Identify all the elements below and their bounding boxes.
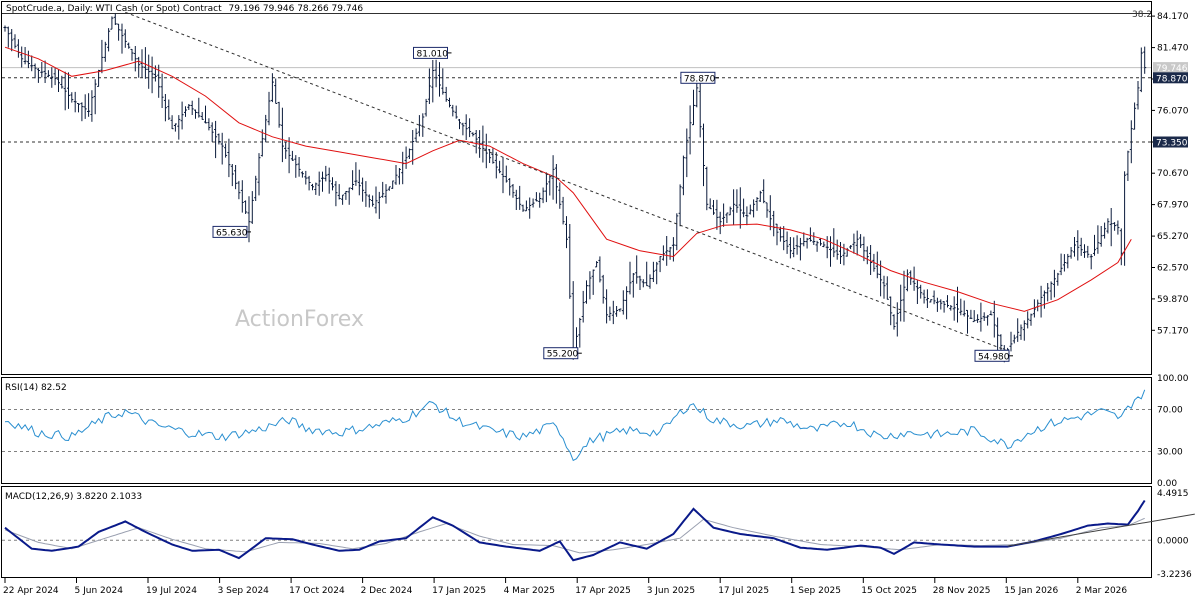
xtick-label: 3 Jun 2025 [647, 586, 695, 596]
macd-line [4, 499, 1146, 562]
annotation-label: 54.980 [978, 352, 1010, 362]
xtick-label: 19 Jul 2024 [146, 586, 197, 596]
price-ytick-label: 70.670 [1157, 169, 1189, 179]
xtick-label: 17 Jan 2025 [432, 586, 486, 596]
macd-series [2, 499, 1195, 562]
xtick-label: 5 Jun 2024 [75, 586, 124, 596]
price-tag [1153, 136, 1188, 148]
price-tag [1153, 62, 1188, 74]
reference-lines [2, 13, 1151, 143]
annotation-label: 78.870 [684, 74, 716, 84]
annotation-label: 81.010 [417, 49, 449, 59]
price-ytick-label: 84.170 [1157, 12, 1189, 22]
rsi-line [4, 389, 1146, 462]
annotation-box [680, 71, 716, 84]
annotation-box [543, 347, 579, 360]
macd-ytick-label: 4.4915 [1157, 489, 1189, 499]
instrument-description: WTI Cash (or Spot) Contract [95, 4, 222, 14]
watermark: ActionForex [235, 307, 364, 332]
moving-average-line [4, 46, 1132, 312]
rsi-ytick-label: 0.00 [1157, 479, 1177, 489]
xtick-label: 22 Apr 2024 [3, 586, 59, 596]
price-ytick-label: 59.870 [1157, 295, 1189, 305]
xtick-label: 17 Apr 2025 [575, 586, 631, 596]
price-panel-frame [1, 1, 1152, 375]
macd-panel-frame [1, 486, 1152, 578]
xtick-label: 1 Sep 2025 [790, 586, 841, 596]
macd-ytick-label: -3.2236 [1157, 570, 1192, 580]
xtick-label: 2 Mar 2026 [1076, 586, 1128, 596]
rsi-title: RSI(14) 82.52 [5, 383, 67, 393]
xtick-label: 2 Dec 2024 [361, 586, 413, 596]
price-bars [3, 13, 1147, 363]
macd-trendline [1007, 513, 1195, 547]
price-ytick-label: 65.270 [1157, 232, 1189, 242]
price-ytick-label: 81.470 [1157, 44, 1189, 54]
xtick-label: 17 Oct 2024 [289, 586, 345, 596]
annotation-box [974, 349, 1010, 362]
symbol-label: SpotCrude.a, Daily: [6, 4, 93, 14]
price-tag-label: 79.746 [1156, 64, 1188, 74]
xtick-label: 15 Jan 2026 [1004, 586, 1058, 596]
annotation-label: 65.630 [216, 228, 248, 238]
price-ytick-label: 67.970 [1157, 201, 1189, 211]
price-ytick-label: 57.170 [1157, 326, 1189, 336]
annotation-box [413, 46, 448, 59]
xtick-label: 4 Mar 2025 [504, 586, 555, 596]
rsi-series [2, 389, 1151, 462]
price-ytick-label: 76.070 [1157, 106, 1189, 116]
macd-title: MACD(12,26,9) 3.8220 2.1033 [5, 492, 142, 502]
top-right-value: 38.2 [1132, 10, 1152, 20]
rsi-ytick-label: 70.00 [1157, 406, 1183, 416]
rsi-ytick-label: 30.00 [1157, 448, 1183, 458]
macd-ytick-label: 0.0000 [1157, 536, 1189, 546]
annotation-box [212, 225, 248, 238]
rsi-panel-frame [1, 377, 1152, 484]
price-tag-label: 73.350 [1156, 139, 1188, 149]
ohlc-values: 79.196 79.946 78.266 79.746 [228, 4, 364, 14]
xtick-label: 17 Jul 2025 [718, 586, 769, 596]
price-ytick-label: 62.570 [1157, 264, 1189, 274]
xtick-label: 3 Sep 2024 [218, 586, 270, 596]
price-overlays: 81.010 78.870 65.630 55.200 54.980 [4, 11, 1132, 362]
axes-labels: 84.17081.47078.77076.07073.35070.67067.9… [3, 12, 1192, 596]
rsi-ytick-label: 100.00 [1157, 374, 1189, 384]
price-trendline [125, 11, 1008, 352]
annotation-label: 55.200 [547, 350, 579, 360]
price-tag-label: 78.870 [1156, 74, 1188, 84]
price-tag [1153, 72, 1188, 84]
xtick-label: 15 Oct 2025 [861, 586, 917, 596]
xtick-label: 28 Nov 2025 [933, 586, 991, 596]
chart-header: SpotCrude.a, Daily: WTI Cash (or Spot) C… [6, 4, 363, 14]
